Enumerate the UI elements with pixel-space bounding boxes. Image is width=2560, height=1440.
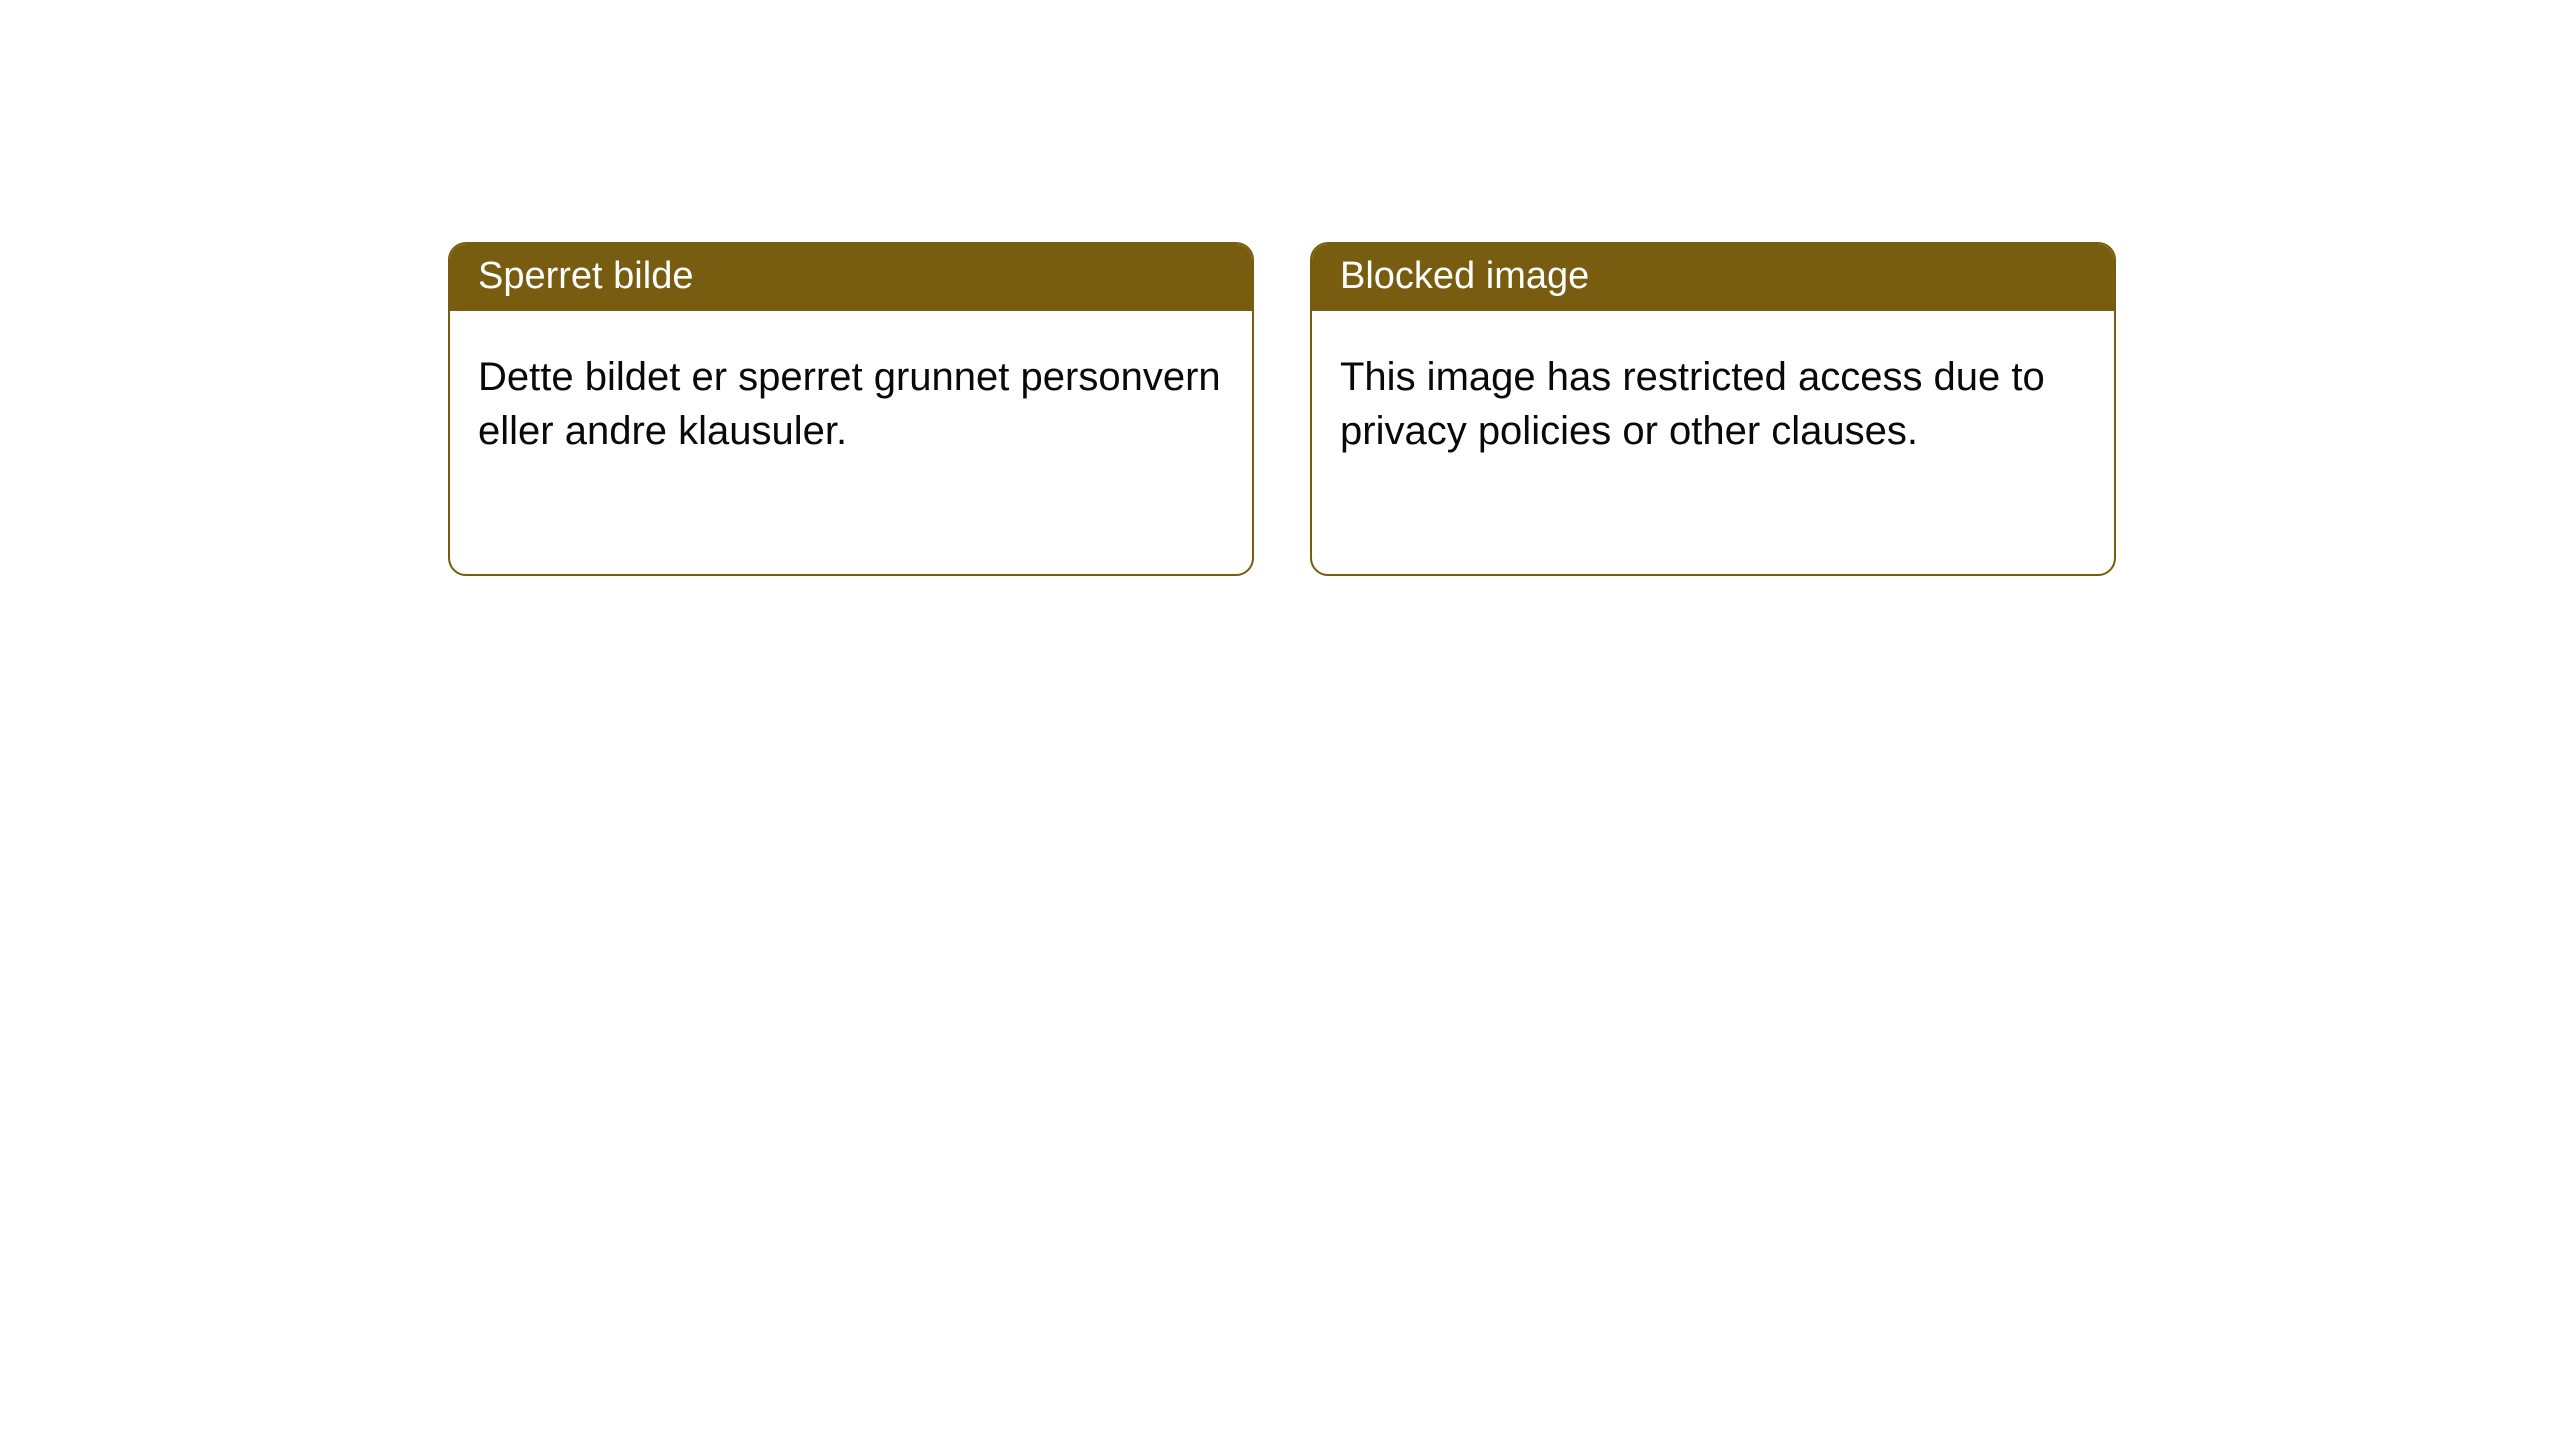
notice-body: Dette bildet er sperret grunnet personve…: [450, 311, 1252, 486]
notice-container: Sperret bilde Dette bildet er sperret gr…: [0, 0, 2560, 576]
notice-body: This image has restricted access due to …: [1312, 311, 2114, 486]
notice-header: Sperret bilde: [450, 244, 1252, 311]
notice-card-norwegian: Sperret bilde Dette bildet er sperret gr…: [448, 242, 1254, 576]
notice-card-english: Blocked image This image has restricted …: [1310, 242, 2116, 576]
notice-header: Blocked image: [1312, 244, 2114, 311]
